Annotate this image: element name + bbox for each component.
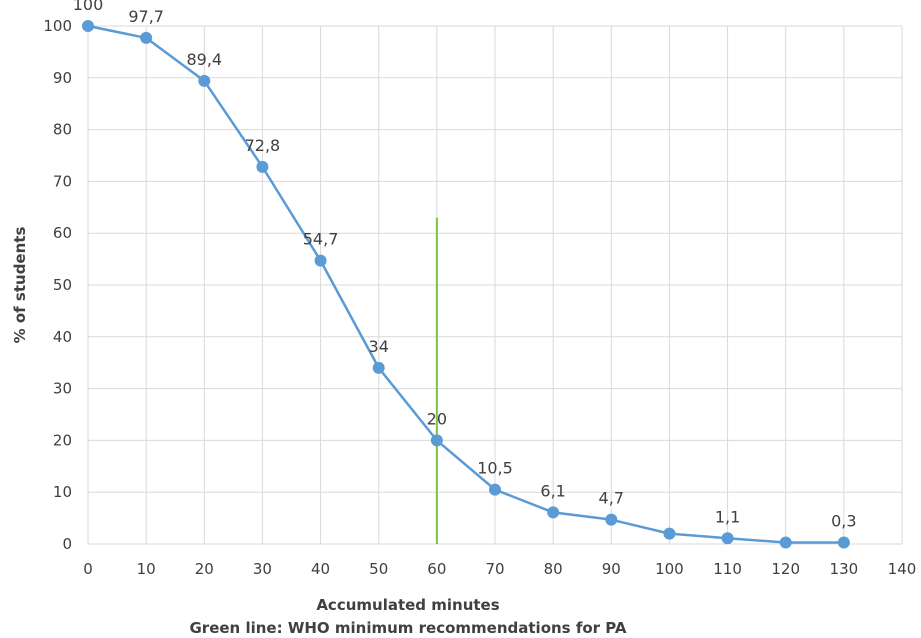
y-axis-title: % of students bbox=[11, 227, 29, 344]
data-label: 10,5 bbox=[477, 459, 513, 478]
y-tick-label: 70 bbox=[53, 172, 72, 190]
x-axis-title: Accumulated minutes bbox=[316, 596, 499, 614]
data-label: 4,7 bbox=[599, 489, 624, 508]
data-label: 97,7 bbox=[128, 7, 164, 26]
data-point bbox=[721, 532, 734, 545]
data-point bbox=[663, 527, 676, 540]
axes: 0 10 20 30 40 50 60 70 80 90 100 110 120 130 140 0 10 20 3… bbox=[43, 17, 916, 578]
data-labels: 100 97,7 89,4 72,8 54,7 34 20 10,5 6,1 4,7 1,1 0,3 bbox=[73, 0, 857, 530]
x-tick-label: 110 bbox=[713, 560, 742, 578]
data-point bbox=[140, 31, 153, 44]
y-tick-label: 80 bbox=[53, 121, 72, 139]
y-tick-label: 10 bbox=[53, 483, 72, 501]
data-point bbox=[82, 20, 94, 32]
data-label: 100 bbox=[73, 0, 104, 14]
data-point bbox=[314, 254, 327, 267]
x-tick-label: 140 bbox=[888, 560, 917, 578]
x-tick-label: 60 bbox=[427, 560, 446, 578]
x-tick-label: 70 bbox=[485, 560, 504, 578]
series-line bbox=[87, 24, 844, 544]
series-layer bbox=[82, 20, 850, 549]
data-point bbox=[372, 361, 385, 374]
x-tick-label: 20 bbox=[195, 560, 214, 578]
x-tick-label: 90 bbox=[602, 560, 621, 578]
data-label: 72,8 bbox=[245, 136, 281, 155]
data-point bbox=[779, 536, 792, 549]
x-tick-label: 30 bbox=[253, 560, 272, 578]
y-tick-label: 30 bbox=[53, 380, 72, 398]
y-tick-label: 100 bbox=[43, 17, 72, 35]
gridlines bbox=[87, 25, 903, 545]
data-point bbox=[547, 506, 560, 519]
x-tick-label: 80 bbox=[544, 560, 563, 578]
data-point bbox=[256, 160, 269, 173]
chart-note: Green line: WHO minimum recommendations … bbox=[190, 619, 627, 637]
y-tick-label: 90 bbox=[53, 69, 72, 87]
data-label: 1,1 bbox=[715, 507, 740, 526]
y-tick-label: 40 bbox=[53, 328, 72, 346]
data-label: 34 bbox=[369, 337, 389, 356]
x-tick-label: 0 bbox=[83, 560, 93, 578]
x-tick-label: 50 bbox=[369, 560, 388, 578]
y-tick-label: 0 bbox=[62, 535, 72, 553]
data-point bbox=[430, 434, 443, 447]
x-tick-label: 40 bbox=[311, 560, 330, 578]
data-point bbox=[198, 74, 211, 87]
y-tick-label: 20 bbox=[53, 431, 72, 449]
x-tick-label: 130 bbox=[830, 560, 859, 578]
data-point bbox=[837, 536, 850, 549]
x-tick-label: 10 bbox=[137, 560, 156, 578]
data-point bbox=[489, 483, 501, 496]
x-tick-label: 120 bbox=[771, 560, 800, 578]
data-label: 54,7 bbox=[303, 230, 339, 249]
data-label: 20 bbox=[427, 409, 447, 428]
y-tick-label: 60 bbox=[53, 224, 72, 242]
x-tick-label: 100 bbox=[655, 560, 684, 578]
data-label: 89,4 bbox=[186, 50, 222, 69]
data-point bbox=[605, 513, 618, 526]
y-tick-label: 50 bbox=[53, 276, 72, 294]
data-label: 0,3 bbox=[831, 511, 856, 530]
data-label: 6,1 bbox=[540, 481, 565, 500]
